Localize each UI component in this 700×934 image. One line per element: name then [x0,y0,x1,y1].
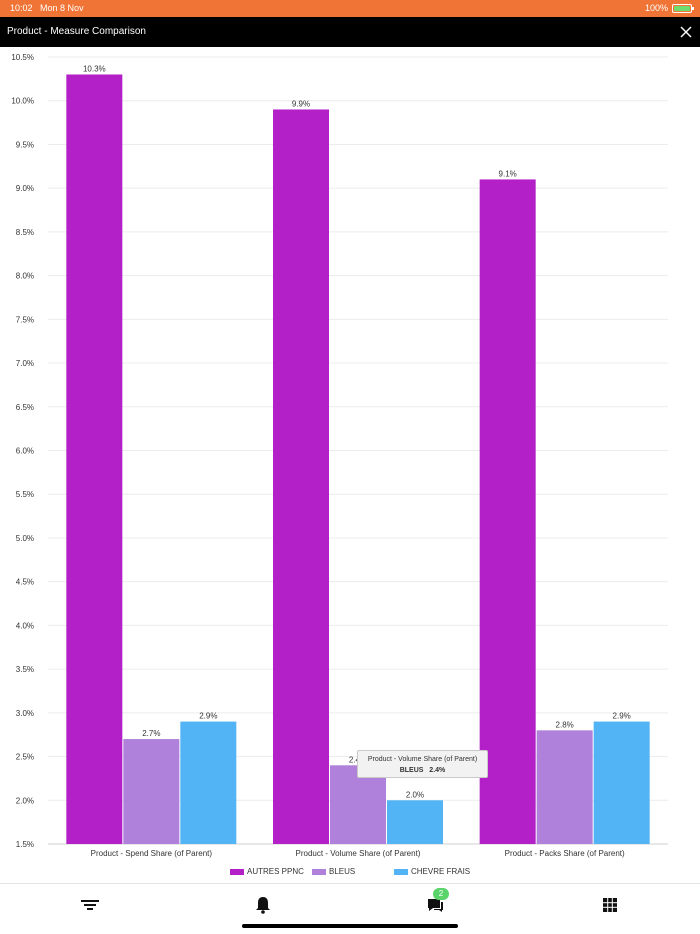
header-bar: Product - Measure Comparison [0,17,700,47]
bar [387,800,443,844]
home-indicator [242,924,458,928]
legend-swatch [312,868,326,875]
y-tick-label: 6.5% [16,403,34,412]
bar-chart: 1.5% 2.0% 2.5% 3.0% 3.5% 4.0% 4.5% 5.0% 5.5% 6.0%… [0,47,700,882]
y-tick-label: 4.5% [16,578,34,587]
status-bar: 10:02 Mon 8 Nov 100% [0,0,700,17]
data-label: 9.1% [499,169,517,178]
chat-badge: 2 [433,888,449,900]
y-tick-label: 5.0% [16,534,34,543]
bar [180,721,237,844]
y-tick-label: 7.5% [16,315,34,324]
tooltip-title: Product - Volume Share (of Parent) [367,756,478,763]
y-tick-label: 8.5% [16,228,34,237]
bar [536,730,593,844]
y-tick-label: 5.5% [16,490,34,499]
y-tick-label: 8.0% [16,272,34,281]
data-label: 2.9% [613,712,631,721]
battery-percentage: 100% [644,3,668,13]
legend-item-bleus[interactable]: BLEUS [312,867,355,876]
legend-swatch [230,868,244,875]
x-tick-label: Product - Volume Share (of Parent) [296,849,421,858]
bar [593,721,650,844]
data-label: 10.3% [83,64,106,73]
y-tick-label: 4.0% [16,621,34,630]
bar [273,109,329,844]
filter-icon[interactable] [79,894,101,916]
legend-label: CHEVRE FRAIS [411,867,471,876]
x-tick-label: Product - Spend Share (of Parent) [91,849,213,858]
bar [66,74,123,844]
chat-icon[interactable] [424,894,446,916]
grid-icon[interactable] [599,894,621,916]
y-tick-label: 3.0% [16,709,34,718]
y-tick-label: 7.0% [16,359,34,368]
bar [123,739,180,844]
bar [330,765,386,844]
data-label: 2.7% [142,729,160,738]
y-tick-label: 9.5% [16,140,34,149]
data-label: 2.8% [556,720,574,729]
chart-svg: 1.5% 2.0% 2.5% 3.0% 3.5% 4.0% 4.5% 5.0% 5.5% 6.0%… [11,53,668,858]
x-tick-label: Product - Packs Share (of Parent) [505,849,625,858]
page-title: Product - Measure Comparison [7,26,146,37]
chart-tooltip: Product - Volume Share (of Parent) BLEUS… [357,750,488,778]
data-label: 9.9% [292,99,310,108]
bell-icon[interactable] [252,894,274,916]
battery-icon [672,4,694,13]
legend-label: BLEUS [329,867,356,876]
y-tick-label: 2.0% [16,796,34,805]
status-time: 10:02 Mon 8 Nov [10,3,84,13]
data-label: 2.0% [406,790,424,799]
y-tick-label: 10.5% [11,53,34,62]
y-tick-label: 2.5% [16,753,34,762]
y-tick-label: 10.0% [11,97,34,106]
data-label: 2.9% [199,712,217,721]
close-icon[interactable] [678,24,694,40]
y-tick-label: 9.0% [16,184,34,193]
legend-item-chevre-frais[interactable]: CHEVRE FRAIS [394,867,470,876]
status-date: Mon 8 Nov [40,3,84,13]
y-tick-label: 1.5% [16,840,34,849]
legend-swatch [394,868,408,875]
tooltip-value-row: BLEUS 2.4% [399,767,446,774]
y-tick-label: 3.5% [16,665,34,674]
y-tick-label: 6.0% [16,447,34,456]
bar [479,179,536,844]
legend-label: AUTRES PPNC [247,867,304,876]
legend-item-autres-ppnc[interactable]: AUTRES PPNC [230,867,304,876]
